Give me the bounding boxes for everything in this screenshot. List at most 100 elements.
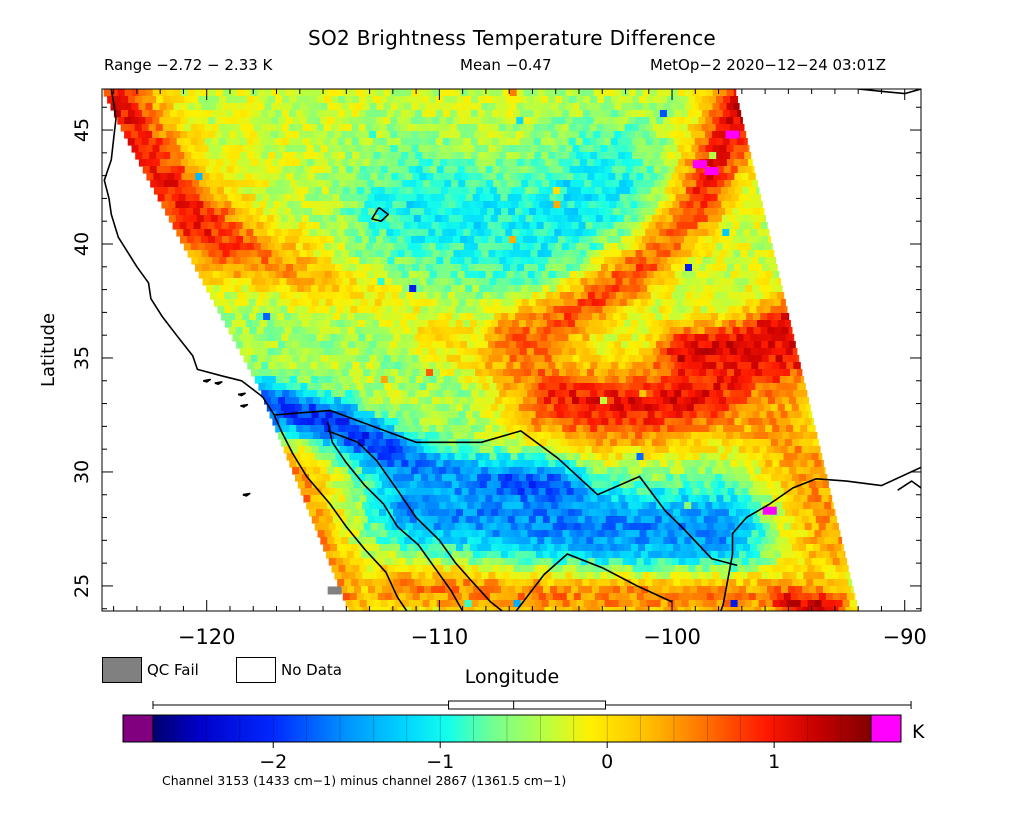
heatmap-cell — [201, 103, 210, 111]
heatmap-cell — [233, 166, 242, 174]
heatmap-cell — [758, 425, 766, 433]
heatmap-cell — [572, 355, 581, 363]
heatmap-cell — [403, 313, 411, 321]
heatmap-cell — [464, 257, 472, 265]
heatmap-cell — [686, 306, 694, 314]
heatmap-cell — [808, 446, 817, 454]
heatmap-cell — [667, 495, 675, 503]
heatmap-cell — [650, 488, 659, 496]
heatmap-cell — [324, 460, 332, 468]
heatmap-cell — [363, 173, 371, 181]
heatmap-cell — [234, 299, 243, 307]
heatmap-cell — [276, 285, 284, 293]
heatmap-cell — [351, 348, 360, 356]
heatmap-cell — [668, 180, 676, 188]
heatmap-cell — [722, 334, 730, 342]
heatmap-cell — [581, 439, 590, 447]
heatmap-cell — [194, 103, 203, 111]
heatmap-cell — [723, 152, 731, 160]
heatmap-cell — [666, 110, 675, 118]
heatmap-cell — [392, 215, 401, 223]
heatmap-cell — [514, 299, 523, 307]
heatmap-cell — [316, 348, 325, 356]
heatmap-cell — [303, 425, 311, 433]
heatmap-cell — [442, 474, 450, 482]
heatmap-cell — [675, 299, 684, 307]
heatmap-cell — [326, 313, 334, 321]
heatmap-cell — [334, 341, 342, 349]
heatmap-cell — [499, 460, 507, 468]
heatmap-cell — [782, 355, 791, 363]
heatmap-cell — [468, 488, 477, 496]
heatmap-cell — [350, 404, 359, 412]
heatmap-cell — [595, 215, 604, 223]
heatmap-cell — [296, 96, 304, 104]
heatmap-cell — [677, 236, 685, 244]
heatmap-cell — [696, 411, 705, 419]
heatmap-cell — [643, 173, 651, 181]
heatmap-cell — [507, 446, 516, 454]
heatmap-cell — [373, 96, 381, 104]
heatmap-cell — [328, 187, 337, 195]
heatmap-cell — [474, 145, 483, 153]
heatmap-cell — [649, 145, 658, 153]
heatmap-cell — [772, 425, 780, 433]
heatmap-cell — [587, 173, 595, 181]
heatmap-cell — [431, 222, 440, 230]
heatmap-cell — [712, 467, 720, 475]
heatmap-cell — [668, 411, 677, 419]
heatmap-cell — [374, 446, 383, 454]
heatmap-cell — [282, 96, 290, 104]
heatmap-cell — [606, 222, 615, 230]
heatmap-cell — [581, 215, 590, 223]
heatmap-cell — [655, 208, 663, 216]
heatmap-cell — [237, 292, 246, 300]
heatmap-cell — [597, 376, 606, 384]
heatmap-cell — [407, 138, 416, 146]
heatmap-cell — [614, 159, 623, 167]
heatmap-cell — [419, 173, 427, 181]
heatmap-cell — [201, 131, 209, 139]
heatmap-cell — [514, 180, 522, 188]
heatmap-cell — [497, 215, 506, 223]
heatmap-cell — [423, 194, 432, 202]
heatmap-cell — [328, 278, 337, 286]
heatmap-cell — [530, 117, 538, 125]
heatmap-cell — [677, 103, 686, 111]
heatmap-cell — [247, 152, 255, 160]
heatmap-cell — [217, 201, 225, 209]
heatmap-cell — [684, 355, 693, 363]
heatmap-cell — [415, 425, 423, 433]
heatmap-cell — [516, 145, 525, 153]
heatmap-cell — [565, 502, 573, 510]
heatmap-cell — [554, 243, 563, 251]
heatmap-cell — [521, 411, 530, 419]
heatmap-cell — [522, 327, 531, 335]
heatmap-cell — [439, 502, 447, 510]
heatmap-cell — [565, 89, 574, 97]
heatmap-cell — [373, 425, 381, 433]
heatmap-cell — [588, 201, 596, 209]
heatmap-cell — [267, 348, 276, 356]
heatmap-cell — [211, 110, 220, 118]
heatmap-cell — [383, 89, 392, 97]
heatmap-cell — [338, 362, 346, 370]
heatmap-cell — [623, 320, 632, 328]
heatmap-cell — [310, 96, 318, 104]
heatmap-cell — [306, 236, 314, 244]
heatmap-cell — [447, 383, 455, 391]
heatmap-cell — [766, 299, 775, 307]
heatmap-cell — [374, 285, 382, 293]
heatmap-cell — [657, 383, 665, 391]
heatmap-cell — [239, 229, 247, 237]
heatmap-cell — [292, 89, 301, 97]
heatmap-cell — [267, 243, 276, 251]
heatmap-cell — [699, 173, 707, 181]
heatmap-cell — [762, 292, 771, 300]
heatmap-cell — [195, 264, 203, 272]
heatmap-cell — [512, 110, 521, 118]
heatmap-cell — [729, 124, 738, 132]
heatmap-cell — [639, 390, 647, 398]
heatmap-cell — [176, 124, 185, 132]
heatmap-cell — [285, 159, 294, 167]
